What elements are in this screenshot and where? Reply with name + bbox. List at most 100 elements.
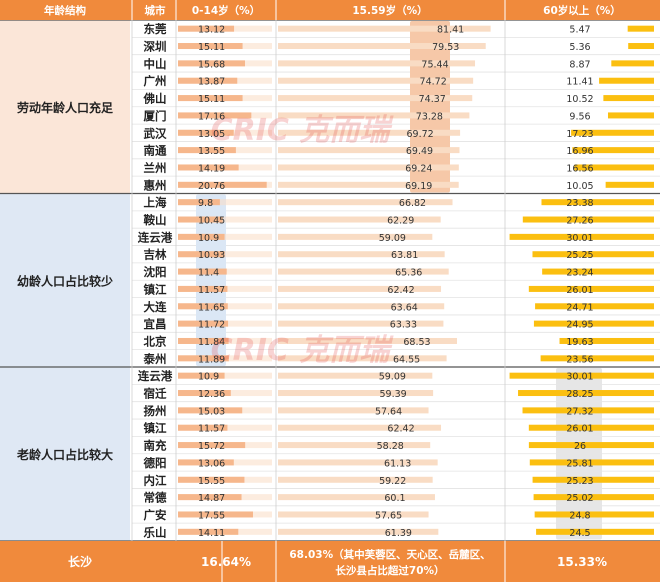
value-old: 27.32 — [566, 406, 593, 417]
header-structure: 年龄结构 — [44, 4, 86, 17]
value-child: 15.68 — [198, 59, 225, 70]
city-label: 沈阳 — [144, 265, 167, 279]
bar-old — [611, 60, 654, 67]
value-old: 5.47 — [569, 25, 590, 36]
bar-old — [541, 199, 654, 206]
bar-work — [278, 251, 445, 258]
bar-old — [536, 528, 654, 535]
value-old: 17.23 — [566, 129, 593, 140]
bar-old — [528, 442, 654, 449]
bar-child — [178, 407, 243, 414]
watermark-layer: CRIC 克而瑞 CRIC 克而瑞 — [211, 113, 395, 368]
value-child: 14.19 — [198, 163, 225, 174]
bar-child — [178, 459, 234, 466]
value-old: 25.23 — [566, 476, 593, 487]
bar-child — [178, 337, 229, 344]
value-work: 66.82 — [399, 198, 426, 209]
bar-work — [278, 424, 442, 431]
city-label: 东莞 — [144, 22, 167, 36]
value-work: 63.64 — [391, 302, 418, 313]
value-old: 8.87 — [569, 59, 590, 70]
footer-work-line2: 长沙县占比超过70%） — [335, 564, 444, 577]
bar-work — [278, 112, 470, 119]
footer-old: 15.33% — [557, 555, 607, 569]
bar-work — [278, 199, 453, 206]
city-label: 武汉 — [144, 126, 167, 140]
city-label: 宿迁 — [144, 387, 167, 401]
footer-bg — [0, 541, 660, 582]
bar-old — [542, 268, 654, 275]
city-label: 北京 — [144, 334, 167, 348]
value-work: 62.42 — [387, 424, 414, 435]
city-label: 中山 — [144, 57, 167, 71]
city-label: 鞍山 — [144, 213, 167, 227]
bar-child — [178, 424, 228, 431]
value-old: 30.01 — [566, 372, 593, 383]
value-work: 57.65 — [375, 510, 402, 521]
value-child: 15.11 — [198, 94, 225, 105]
city-label: 厦门 — [144, 109, 167, 123]
bar-work — [278, 147, 460, 154]
bar-child — [178, 147, 236, 154]
watermark-text: CRIC 克而瑞 — [211, 113, 395, 148]
value-child: 17.55 — [198, 510, 225, 521]
group-label: 劳动年龄人口充足 — [17, 100, 113, 115]
value-work: 73.28 — [416, 111, 443, 122]
bar-track-child — [178, 372, 272, 379]
bar-work — [278, 285, 442, 292]
city-label: 宜昌 — [144, 317, 167, 331]
bar-child — [178, 320, 229, 327]
footer-city: 长沙 — [68, 554, 92, 569]
value-child: 14.87 — [198, 493, 225, 504]
value-work: 61.39 — [385, 528, 412, 539]
value-old: 26.01 — [566, 285, 593, 296]
value-old: 25.25 — [566, 250, 593, 261]
bar-old — [559, 337, 654, 344]
value-old: 5.36 — [569, 42, 590, 53]
bar-child — [178, 268, 227, 275]
value-child: 14.11 — [198, 528, 225, 539]
bar-child — [178, 355, 229, 362]
bar-child — [178, 442, 246, 449]
header-bg — [0, 0, 660, 20]
value-old: 10.52 — [566, 94, 593, 105]
value-work: 69.49 — [406, 146, 433, 157]
city-label: 广安 — [144, 508, 167, 522]
value-old: 24.8 — [569, 510, 590, 521]
city-label: 大连 — [144, 300, 167, 314]
bar-old — [509, 233, 654, 240]
bar-old — [603, 95, 654, 102]
value-work: 69.72 — [406, 129, 433, 140]
bar-old — [509, 372, 654, 379]
city-label: 惠州 — [144, 178, 167, 192]
bar-old — [533, 320, 654, 327]
bar-work — [278, 390, 434, 397]
value-work: 61.13 — [384, 458, 411, 469]
bar-work — [278, 60, 476, 67]
group-cell-bg — [0, 367, 130, 541]
value-old: 24.5 — [569, 528, 590, 539]
value-old: 16.56 — [566, 163, 593, 174]
value-work: 59.22 — [379, 476, 406, 487]
bar-work — [278, 407, 429, 414]
value-old: 25.81 — [566, 458, 593, 469]
bar-old — [534, 511, 654, 518]
bar-child — [178, 60, 245, 67]
value-old: 9.56 — [569, 111, 590, 122]
value-child: 17.16 — [198, 111, 225, 122]
bars-layer — [178, 25, 654, 535]
city-label: 内江 — [144, 473, 167, 487]
bar-child — [178, 77, 238, 84]
watermark-logo: CRIC 克而瑞 — [211, 333, 395, 368]
value-work: 74.72 — [420, 77, 447, 88]
bar-child — [178, 129, 234, 136]
value-old: 10.05 — [566, 181, 593, 192]
value-child: 15.11 — [198, 42, 225, 53]
header-city: 城市 — [145, 4, 166, 17]
value-old: 19.63 — [566, 337, 593, 348]
value-child: 15.03 — [198, 406, 225, 417]
group-label: 幼龄人口占比较少 — [17, 273, 113, 288]
value-child: 11.57 — [198, 285, 225, 296]
